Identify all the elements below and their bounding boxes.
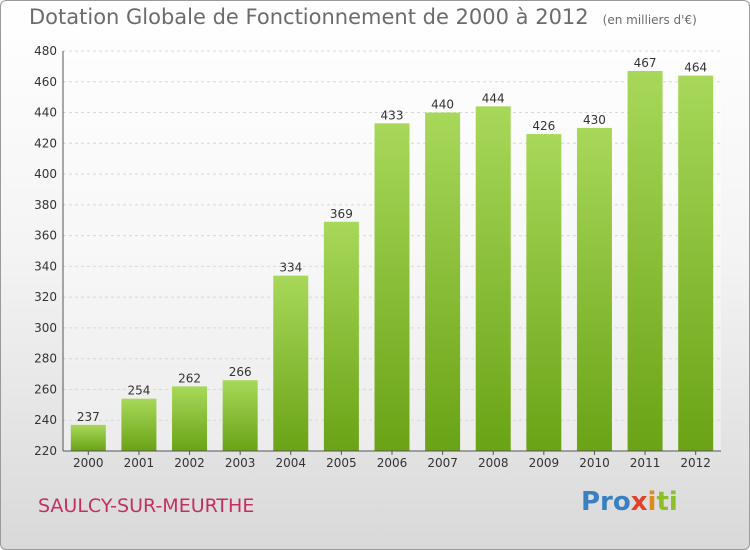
y-tick-label: 260 — [34, 382, 57, 396]
x-tick-label: 2009 — [529, 456, 560, 470]
bar-value-label: 426 — [532, 119, 555, 133]
y-tick-label: 360 — [34, 229, 57, 243]
bar — [627, 71, 663, 451]
y-tick-label: 400 — [34, 167, 57, 181]
x-tick-label: 2000 — [73, 456, 104, 470]
y-tick-label: 380 — [34, 198, 57, 212]
y-tick-label: 240 — [34, 413, 57, 427]
proxiti-logo[interactable]: Proxiti — [581, 487, 678, 517]
bar-value-label: 430 — [583, 113, 606, 127]
bar — [678, 75, 714, 451]
y-tick-label: 420 — [34, 136, 57, 150]
x-tick-label: 2010 — [579, 456, 610, 470]
axis-layer: 220 240 260 280 300 320 340 360 380 400 420 440 460 4… — [34, 44, 721, 470]
bar — [172, 386, 208, 451]
logo-part-x: x — [630, 487, 648, 517]
chart-title-text: Dotation Globale de Fonctionnement de 20… — [29, 5, 589, 29]
bar-value-label: 334 — [279, 261, 302, 275]
chart-subtitle: (en milliers d'€) — [602, 13, 697, 27]
bar-value-label: 254 — [127, 384, 150, 398]
y-tick-label: 280 — [34, 352, 57, 366]
x-tick-label: 2005 — [326, 456, 357, 470]
bar-value-label: 440 — [431, 98, 454, 112]
y-tick-label: 460 — [34, 75, 57, 89]
bar — [475, 106, 511, 451]
y-tick-label: 440 — [34, 106, 57, 120]
bar — [323, 221, 359, 451]
bar-value-label: 444 — [482, 91, 505, 105]
bar — [425, 112, 461, 452]
bar — [70, 424, 106, 451]
logo-part-pro: Pro — [581, 487, 631, 517]
bar-value-label: 262 — [178, 371, 201, 385]
bar-value-label: 237 — [77, 410, 100, 424]
x-tick-label: 2003 — [225, 456, 256, 470]
bar-value-label: 433 — [381, 108, 404, 122]
bar-layer — [70, 71, 714, 452]
x-tick-label: 2004 — [275, 456, 306, 470]
x-tick-label: 2011 — [630, 456, 661, 470]
y-tick-label: 340 — [34, 259, 57, 273]
logo-part-ti: ti — [656, 487, 678, 517]
logo-part-i: i — [647, 487, 657, 517]
bar — [526, 134, 562, 452]
x-tick-label: 2007 — [427, 456, 458, 470]
x-tick-label: 2001 — [124, 456, 155, 470]
chart-title: Dotation Globale de Fonctionnement de 20… — [29, 5, 697, 29]
y-tick-label: 220 — [34, 444, 57, 458]
bar — [121, 398, 157, 451]
bar — [374, 123, 410, 452]
y-tick-label: 300 — [34, 321, 57, 335]
bar-value-label: 266 — [229, 365, 252, 379]
bar-value-label: 464 — [684, 61, 707, 75]
y-tick-label: 320 — [34, 290, 57, 304]
bar-value-label: 467 — [634, 56, 657, 70]
x-tick-label: 2006 — [377, 456, 408, 470]
bar — [576, 127, 612, 451]
commune-name: SAULCY-SUR-MEURTHE — [38, 495, 255, 517]
y-tick-label: 480 — [34, 44, 57, 58]
label-layer: 237 254 262 266 334 369 433 440 444 426 430 467 464 — [77, 56, 707, 424]
x-tick-label: 2012 — [680, 456, 711, 470]
x-tick-label: 2002 — [174, 456, 205, 470]
bar-value-label: 369 — [330, 207, 353, 221]
bar — [273, 275, 309, 451]
x-tick-label: 2008 — [478, 456, 509, 470]
bar — [222, 380, 258, 451]
